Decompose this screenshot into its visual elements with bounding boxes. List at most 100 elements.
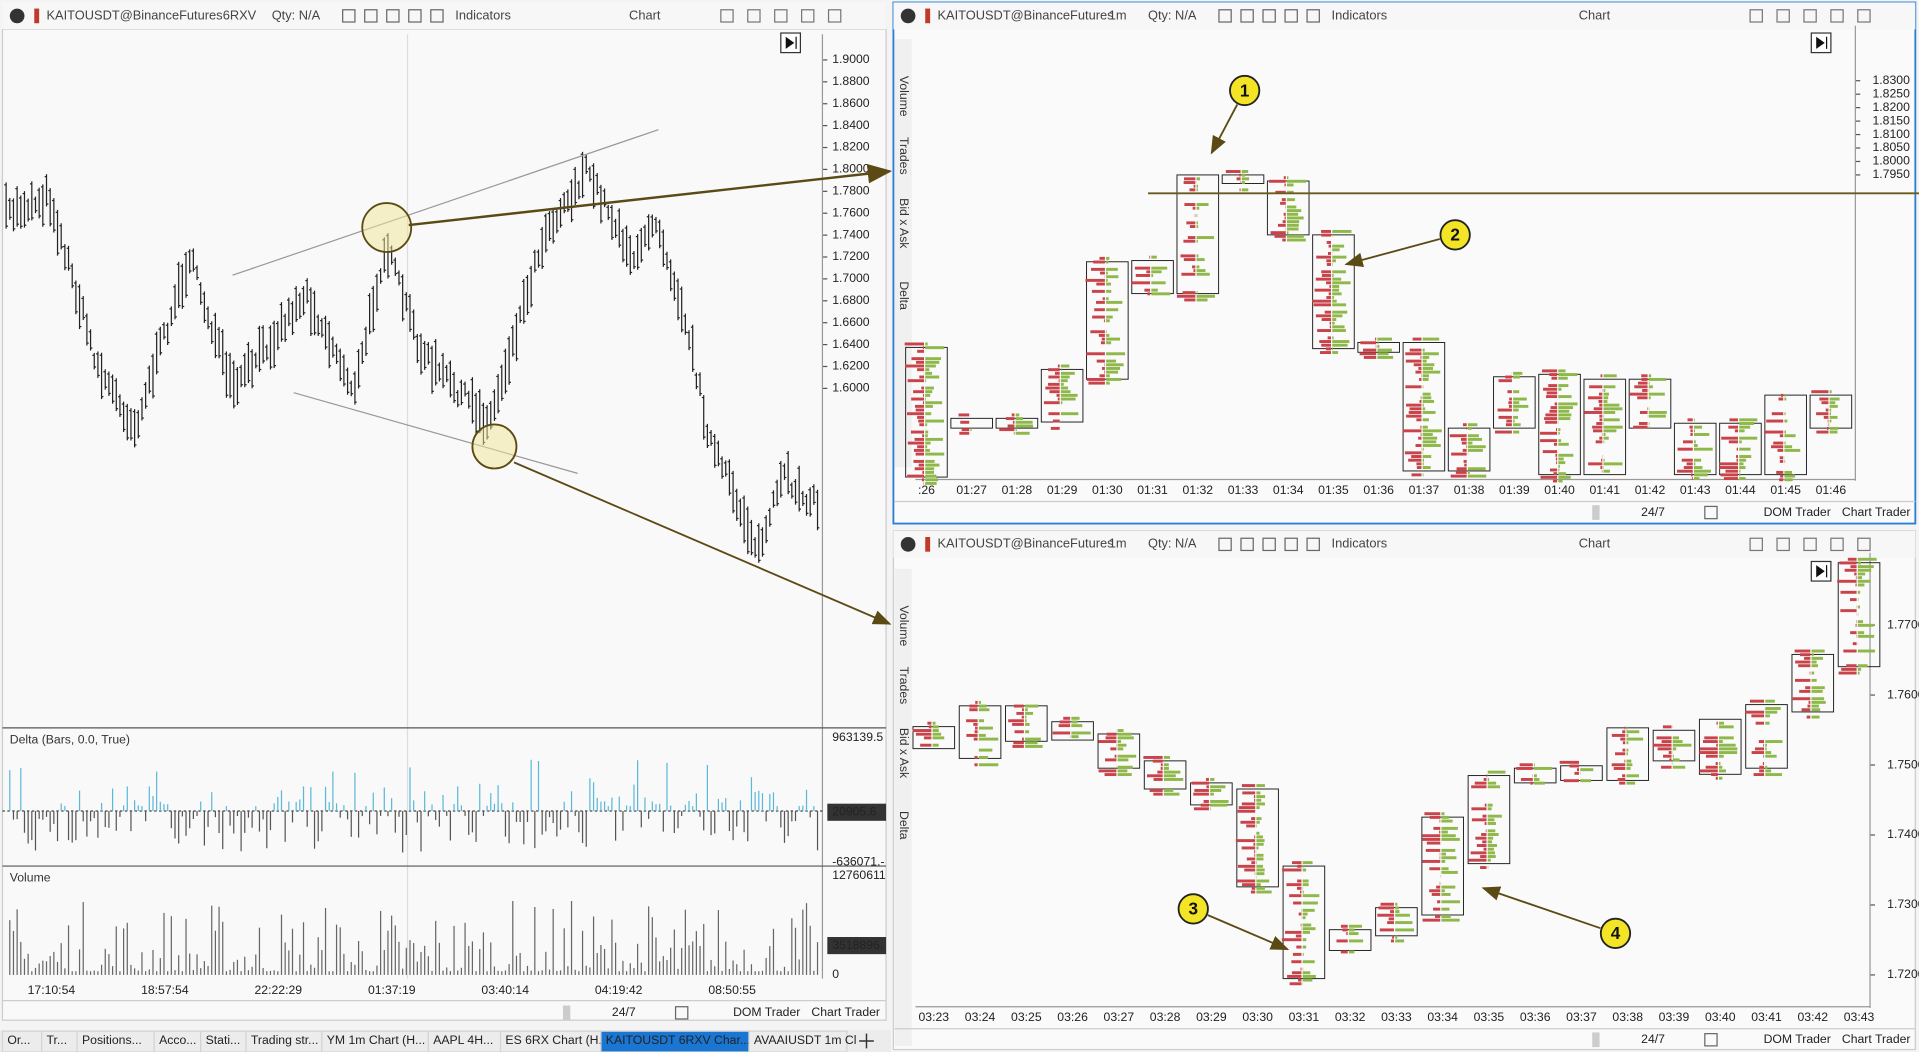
bid-volume	[1841, 667, 1857, 671]
symbol[interactable]: KAITOUSDT@BinanceFutures	[937, 536, 1113, 551]
ask-volume	[1811, 653, 1814, 657]
session[interactable]: 24/7	[612, 1005, 636, 1019]
ask-volume	[1784, 441, 1786, 445]
scrollbar[interactable]	[1592, 505, 1600, 520]
window-icon[interactable]	[1776, 537, 1790, 552]
window-icon[interactable]	[827, 9, 842, 23]
ask-volume	[1210, 803, 1228, 807]
session[interactable]: 24/7	[1641, 1032, 1665, 1046]
window-icon[interactable]	[1857, 9, 1871, 23]
ask-volume	[1739, 440, 1742, 444]
ask-volume	[932, 736, 945, 740]
ask-volume	[1151, 274, 1154, 277]
add-tab[interactable]	[859, 1033, 874, 1049]
window-icon[interactable]	[1749, 537, 1763, 552]
tab-label[interactable]: Stati...	[206, 1033, 241, 1047]
window-icon[interactable]	[1749, 9, 1763, 23]
dom-trader[interactable]: DOM Trader	[733, 1005, 800, 1019]
toolbar-icon[interactable]	[1218, 9, 1232, 23]
toolbar-icon[interactable]	[1240, 537, 1254, 552]
window-icon[interactable]	[720, 9, 734, 23]
indicators-button[interactable]: Indicators	[1332, 536, 1388, 551]
quantity[interactable]: Qty: N/A	[1148, 536, 1197, 551]
window-icon[interactable]	[1776, 9, 1790, 23]
chart-menu[interactable]: Chart	[1579, 536, 1611, 551]
side-tab[interactable]: Volume	[897, 76, 911, 117]
window-icon[interactable]	[774, 9, 788, 23]
scrollbar[interactable]	[1592, 1032, 1600, 1048]
toolbar-icon[interactable]	[1306, 9, 1320, 23]
dom-trader[interactable]: DOM Trader	[1764, 505, 1831, 519]
ask-volume	[1765, 714, 1770, 718]
quantity[interactable]: Qty: N/A	[272, 7, 321, 22]
toolbar-icon[interactable]	[430, 9, 444, 23]
tab[interactable]	[748, 1030, 848, 1052]
tab-label[interactable]: Trading str...	[251, 1033, 318, 1047]
chart-trader[interactable]: Chart Trader	[1842, 505, 1911, 519]
dom-trader[interactable]: DOM Trader	[1764, 1032, 1831, 1046]
quantity[interactable]: Qty: N/A	[1148, 7, 1197, 22]
side-tab[interactable]: Trades	[897, 667, 911, 705]
scrollbar[interactable]	[562, 1005, 571, 1021]
timeframe[interactable]: 1m	[1109, 7, 1127, 22]
side-tab[interactable]: Trades	[897, 137, 911, 175]
tab-label[interactable]: Acco...	[159, 1033, 196, 1047]
toolbar-icon[interactable]	[1284, 537, 1298, 552]
window-icon[interactable]	[1830, 537, 1844, 552]
side-tab[interactable]: Bid x Ask	[897, 728, 911, 779]
indicators-button[interactable]: Indicators	[1332, 7, 1388, 22]
toolbar-icon[interactable]	[1218, 537, 1232, 552]
chart-trader[interactable]: Chart Trader	[811, 1005, 880, 1019]
bid-volume	[1593, 407, 1603, 411]
toolbar-icon[interactable]	[1284, 9, 1298, 23]
calendar-icon[interactable]	[1704, 505, 1718, 520]
window-icon[interactable]	[1830, 9, 1844, 23]
toolbar-icon[interactable]	[1240, 9, 1254, 23]
toolbar-icon[interactable]	[386, 9, 400, 23]
window-icon[interactable]	[1803, 9, 1817, 23]
ask-volume	[1163, 770, 1181, 774]
tab-label[interactable]: AAPL 4H...	[433, 1033, 493, 1047]
toolbar-icon[interactable]	[342, 9, 356, 23]
indicators-button[interactable]: Indicators	[455, 7, 511, 22]
tab-label[interactable]: Or...	[7, 1033, 30, 1047]
ask-volume	[1558, 431, 1560, 435]
bid-volume	[1250, 890, 1256, 894]
side-tab[interactable]: Delta	[897, 281, 911, 310]
chart-menu[interactable]: Chart	[1579, 7, 1611, 22]
window-icon[interactable]	[747, 9, 761, 23]
window-icon[interactable]	[1857, 537, 1871, 552]
tab-label[interactable]: Tr...	[47, 1033, 68, 1047]
chart-menu[interactable]: Chart	[629, 7, 661, 22]
window-icon[interactable]	[1803, 537, 1817, 552]
toolbar-icon[interactable]	[1262, 537, 1276, 552]
symbol[interactable]: KAITOUSDT@BinanceFutures	[937, 7, 1113, 22]
timeframe[interactable]: 6RXV	[223, 7, 257, 22]
bid-volume	[1471, 818, 1487, 822]
toolbar-icon[interactable]	[1306, 537, 1320, 552]
symbol[interactable]: KAITOUSDT@BinanceFutures	[47, 7, 223, 22]
calendar-icon[interactable]	[674, 1006, 689, 1020]
ask-volume	[1513, 419, 1515, 423]
tab-label[interactable]: KAITOUSDT 6RXV Char...	[606, 1033, 750, 1047]
toolbar-icon[interactable]	[1262, 9, 1276, 23]
side-tab[interactable]: Delta	[897, 811, 911, 840]
bid-volume	[1237, 864, 1256, 868]
bid-volume	[1825, 408, 1829, 412]
timeframe[interactable]: 1m	[1109, 536, 1127, 551]
tab-label[interactable]: ES 6RX Chart (H...	[505, 1033, 608, 1047]
tab-label[interactable]: AVAAIUSDT 1m Cl	[754, 1033, 857, 1047]
calendar-icon[interactable]	[1704, 1033, 1718, 1047]
chart-trader[interactable]: Chart Trader	[1842, 1032, 1911, 1046]
side-tab[interactable]: Volume	[897, 606, 911, 647]
window-icon[interactable]	[801, 9, 815, 23]
tab-label[interactable]: YM 1m Chart (H...	[327, 1033, 425, 1047]
toolbar-icon[interactable]	[364, 9, 378, 23]
toolbar-icon[interactable]	[408, 9, 422, 23]
bid-volume	[1611, 733, 1626, 737]
ask-volume	[1719, 743, 1736, 747]
tab-label[interactable]: Positions...	[82, 1033, 142, 1047]
session[interactable]: 24/7	[1641, 505, 1665, 519]
side-tab[interactable]: Bid x Ask	[897, 198, 911, 249]
ask-volume	[1210, 800, 1229, 803]
